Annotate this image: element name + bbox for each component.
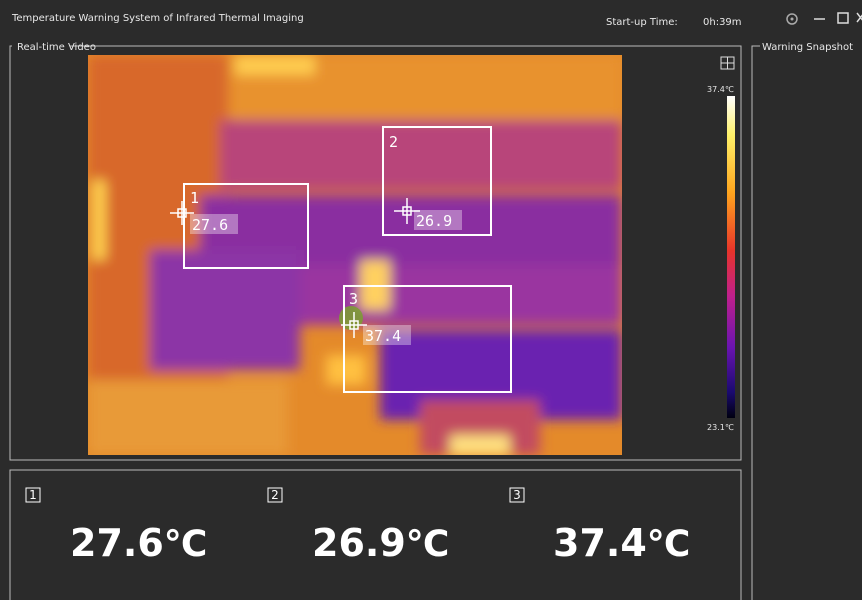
startup-label: Start-up Time:	[606, 17, 678, 28]
window-title: Temperature Warning System of Infrared T…	[11, 13, 304, 24]
app-window: Temperature Warning System of Infrared T…	[0, 0, 862, 600]
region-temperature: 37.4	[365, 327, 401, 345]
reading-unit: ℃	[406, 524, 450, 565]
reading-index: 2	[271, 488, 279, 502]
video-title: Real-time Video	[17, 42, 96, 53]
reading-value: 26.9℃	[312, 521, 449, 565]
snapshot-title: Warning Snapshot	[762, 42, 853, 53]
thermal-image	[88, 55, 622, 455]
region-temperature: 26.9	[416, 212, 452, 230]
region-label: 3	[349, 290, 358, 308]
region-label: 2	[389, 133, 398, 151]
reading-value: 27.6℃	[70, 521, 207, 565]
reading-number: 27.6	[70, 521, 164, 565]
region-label: 1	[190, 189, 199, 207]
reading-value: 37.4℃	[553, 521, 690, 565]
reading-index: 1	[29, 488, 37, 502]
reading-number: 26.9	[312, 521, 406, 565]
scale-max: 37.4℃	[707, 85, 734, 94]
reading-unit: ℃	[647, 524, 691, 565]
region-temperature: 27.6	[192, 216, 228, 234]
reading-index: 3	[513, 488, 521, 502]
startup-time: 0h:39m	[703, 17, 742, 28]
scale-min: 23.1℃	[707, 423, 734, 432]
color-scale	[727, 96, 735, 418]
reading-number: 37.4	[553, 521, 647, 565]
reading-unit: ℃	[164, 524, 208, 565]
